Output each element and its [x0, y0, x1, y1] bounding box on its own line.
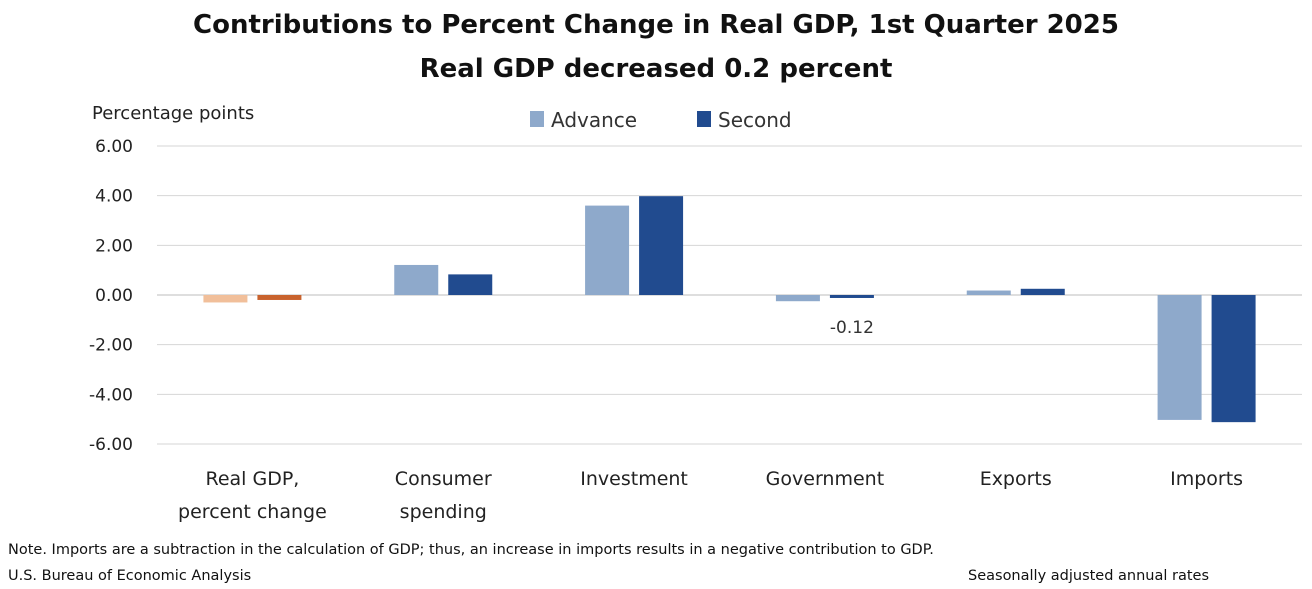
x-category-label: Government: [766, 468, 885, 490]
legend-label: Second: [718, 108, 792, 132]
bar-chart: Percentage points 6.00 4.00 2.00 0.00 -2.00 -4…: [89, 103, 1302, 523]
bar: [829, 295, 874, 298]
x-category-label: spending: [400, 501, 487, 523]
y-tick-label: -4.00: [89, 385, 133, 405]
y-tick-label: 0.00: [95, 286, 133, 306]
bar: [775, 295, 820, 302]
bar: [1157, 295, 1202, 420]
bar: [394, 264, 439, 295]
x-category-label: Real GDP,: [205, 468, 299, 490]
bar: [966, 290, 1011, 295]
y-tick-label: 2.00: [95, 236, 133, 256]
data-label: -0.12: [830, 318, 874, 338]
bar: [585, 205, 630, 295]
x-category-label: Imports: [1170, 468, 1243, 490]
bar: [257, 295, 302, 300]
x-category-label: Investment: [580, 468, 688, 490]
x-category-label: Consumer: [395, 468, 492, 490]
rate-note: Seasonally adjusted annual rates: [968, 568, 1210, 584]
legend-swatch: [530, 111, 544, 127]
x-category-label: Exports: [980, 468, 1052, 490]
source-credit: U.S. Bureau of Economic Analysis: [8, 568, 252, 584]
bar: [203, 295, 248, 303]
y-tick-label: -2.00: [89, 336, 133, 356]
footnote: Note. Imports are a subtraction in the c…: [8, 542, 934, 558]
x-category-label: percent change: [178, 501, 327, 523]
chart-subtitle: Real GDP decreased 0.2 percent: [419, 54, 893, 84]
legend-swatch: [697, 111, 711, 127]
y-tick-label: 4.00: [95, 187, 133, 207]
y-tick-label: 6.00: [95, 137, 133, 157]
y-tick-label: -6.00: [89, 435, 133, 455]
legend-label: Advance: [551, 108, 637, 132]
bar: [639, 196, 684, 295]
y-axis-label: Percentage points: [92, 103, 254, 124]
bar: [1020, 288, 1065, 295]
chart-title: Contributions to Percent Change in Real …: [193, 10, 1119, 40]
bar: [1211, 295, 1256, 423]
bar: [448, 274, 493, 295]
